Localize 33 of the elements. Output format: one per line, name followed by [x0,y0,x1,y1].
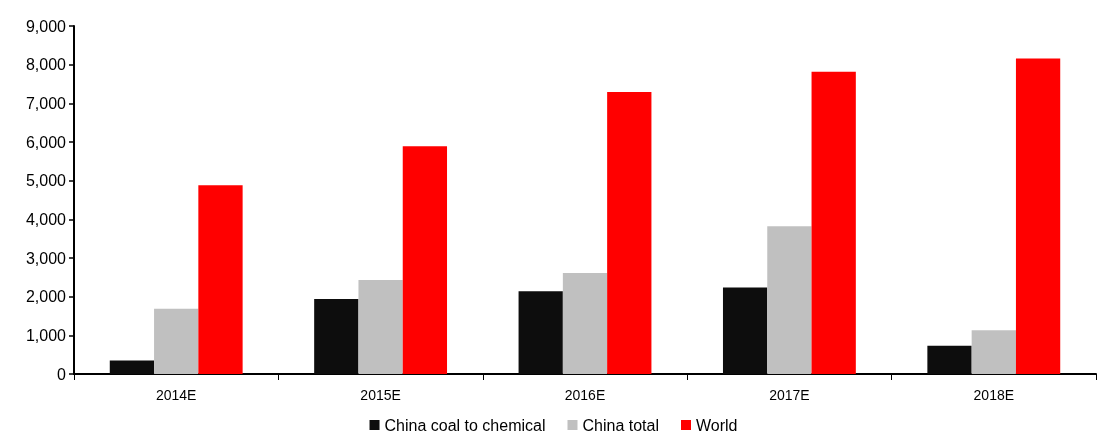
bar [722,287,768,374]
y-tick-label: 9,000 [25,17,67,35]
bar [562,273,608,374]
y-tick-label: 7,000 [25,94,67,112]
x-tick-label: 2016E [564,387,606,403]
y-tick-label: 2,000 [25,288,67,306]
bar [927,345,972,374]
bar [154,308,199,374]
legend-label: China total [582,416,659,434]
x-tick-label: 2017E [769,387,810,403]
y-tick-label: 0 [57,365,67,383]
bar [811,71,856,374]
bar [971,330,1016,374]
bar [358,280,403,374]
x-tick-label: 2014E [155,387,197,403]
bar [1015,58,1061,374]
bar [109,360,155,374]
bar [607,92,652,374]
y-tick-label: 1,000 [25,326,67,344]
y-tick-label: 8,000 [25,56,67,74]
bar [767,226,812,374]
y-tick-label: 5,000 [25,172,67,190]
y-tick-label: 6,000 [25,133,67,151]
legend-label: China coal to chemical [384,416,546,434]
x-tick-label: 2018E [973,387,1015,403]
y-tick-label: 4,000 [25,210,67,228]
bar [402,146,448,374]
bar [198,185,243,374]
bar [314,298,359,374]
x-tick-label: 2015E [360,387,401,403]
y-tick-label: 3,000 [25,249,67,267]
legend-label: World [695,416,738,434]
bar [518,291,563,374]
